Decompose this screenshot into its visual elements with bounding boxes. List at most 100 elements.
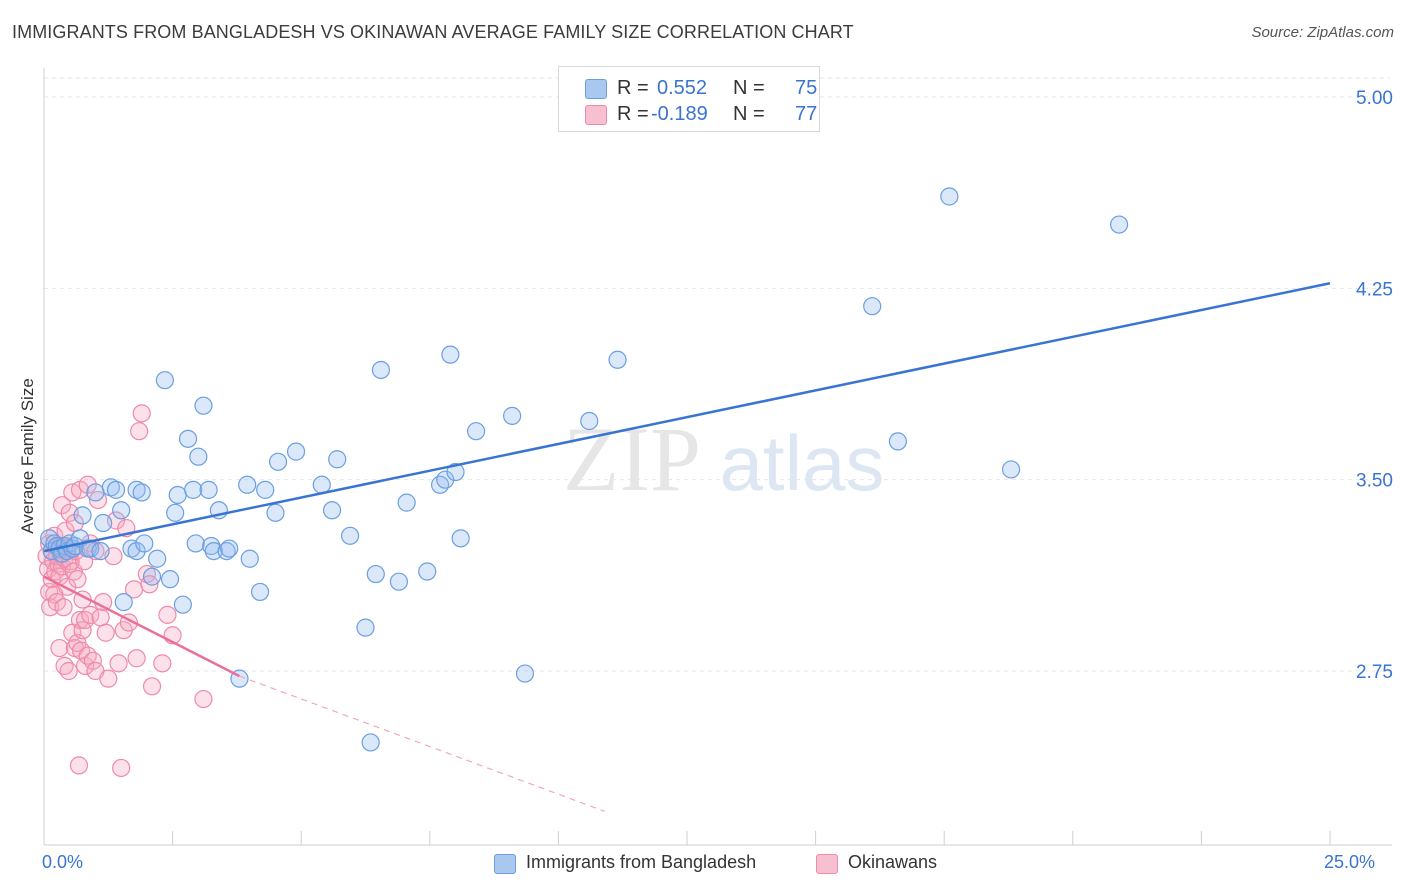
x-tick-min: 0.0% bbox=[42, 852, 84, 872]
watermark-atlas: atlas bbox=[720, 419, 885, 507]
y-tick-labels: 2.75 3.50 4.25 5.00 bbox=[1356, 88, 1393, 683]
okinawans-point bbox=[142, 677, 162, 696]
bangladesh-point bbox=[580, 411, 599, 431]
bangladesh-point bbox=[322, 501, 342, 520]
okinawans-point bbox=[76, 610, 95, 630]
watermark: ZIP atlas bbox=[563, 408, 884, 510]
r-label: R = bbox=[617, 103, 649, 125]
bangladesh-point bbox=[268, 452, 288, 471]
bangladesh-point bbox=[888, 432, 908, 451]
bangladesh-point bbox=[160, 570, 180, 589]
bangladesh-point bbox=[1001, 460, 1021, 479]
r-value: 0.552 bbox=[657, 77, 708, 99]
bangladesh-point bbox=[112, 501, 131, 520]
bangladesh-point bbox=[240, 549, 259, 568]
bangladesh-point bbox=[127, 541, 146, 561]
okinawans-point bbox=[153, 654, 172, 673]
bangladesh-point bbox=[217, 541, 236, 561]
bangladesh-point bbox=[178, 429, 198, 448]
okinawans-point bbox=[194, 689, 213, 709]
bangladesh-point bbox=[256, 480, 275, 499]
bangladesh-point bbox=[186, 534, 205, 553]
okinawans-point bbox=[112, 758, 131, 778]
bangladesh-point bbox=[142, 567, 162, 586]
bangladesh-point bbox=[168, 485, 187, 505]
bangladesh-point bbox=[148, 549, 167, 568]
legend-label: Immigrants from Bangladesh bbox=[526, 852, 757, 872]
okinawans-point bbox=[96, 623, 115, 642]
bangladesh-point bbox=[250, 582, 270, 602]
bangladesh-point bbox=[389, 572, 409, 591]
bangladesh-point bbox=[220, 539, 239, 558]
source-label: Source: ZipAtlas.com bbox=[1251, 24, 1394, 41]
bangladesh-point bbox=[135, 534, 154, 553]
legend-label: Okinawans bbox=[848, 852, 938, 872]
bangladesh-point bbox=[503, 406, 522, 425]
bangladesh-point bbox=[451, 529, 470, 548]
bangladesh-point bbox=[106, 480, 126, 499]
bangladesh-trend-line bbox=[43, 282, 1331, 553]
bangladesh-point bbox=[204, 541, 223, 561]
bangladesh-point bbox=[863, 297, 882, 316]
axes bbox=[43, 68, 1392, 846]
okinawans-point bbox=[78, 475, 97, 494]
r-value: -0.189 bbox=[651, 103, 708, 125]
correlation-legend: R = 0.552 N = 75 R = -0.189 N = 77 bbox=[558, 66, 820, 132]
bangladesh-point bbox=[127, 480, 146, 499]
bangladesh-point bbox=[371, 360, 391, 380]
bangladesh-points bbox=[40, 187, 1129, 752]
bangladesh-point bbox=[361, 733, 380, 752]
r-label: R = bbox=[617, 77, 649, 99]
bangladesh-point bbox=[91, 541, 110, 561]
bangladesh-point bbox=[73, 506, 92, 525]
okinawans-points bbox=[37, 404, 213, 778]
bangladesh-point bbox=[189, 447, 208, 466]
bangladesh-point bbox=[101, 478, 120, 497]
bangladesh-point bbox=[466, 422, 486, 441]
bangladesh-point bbox=[199, 480, 218, 499]
y-tick-label: 4.25 bbox=[1356, 279, 1393, 300]
okinawans-point bbox=[127, 649, 146, 668]
bangladesh-point bbox=[940, 187, 959, 206]
bangladesh-point bbox=[238, 475, 257, 494]
bangladesh-point bbox=[155, 371, 174, 390]
gridlines bbox=[44, 77, 1390, 672]
okinawans-point bbox=[68, 570, 87, 589]
y-tick-label: 5.00 bbox=[1356, 88, 1393, 109]
bangladesh-point bbox=[608, 350, 627, 369]
bangladesh-point bbox=[356, 618, 375, 637]
bangladesh-point bbox=[436, 470, 455, 489]
bangladesh-point bbox=[515, 664, 535, 683]
bangladesh-point bbox=[397, 493, 416, 512]
bangladesh-point bbox=[86, 483, 105, 502]
okinawans-trend-line bbox=[43, 575, 241, 678]
n-value: 75 bbox=[795, 77, 818, 99]
bangladesh-point bbox=[194, 396, 213, 415]
bangladesh-point bbox=[114, 593, 133, 612]
okinawans-trend-extension bbox=[239, 675, 605, 812]
legend-swatch-pink bbox=[816, 854, 838, 874]
y-tick-label: 2.75 bbox=[1356, 662, 1393, 683]
bangladesh-point bbox=[173, 595, 192, 614]
bangladesh-point bbox=[1109, 215, 1129, 234]
n-label: N = bbox=[733, 77, 765, 99]
bangladesh-point bbox=[266, 503, 285, 522]
okinawans-point bbox=[50, 638, 69, 658]
okinawans-point bbox=[78, 646, 97, 665]
okinawans-point bbox=[109, 654, 128, 673]
bangladesh-point bbox=[328, 450, 347, 469]
okinawans-point bbox=[99, 669, 118, 688]
okinawans-point bbox=[54, 598, 73, 617]
bangladesh-point bbox=[441, 345, 460, 364]
okinawans-point bbox=[52, 496, 72, 515]
series-legend: Immigrants from Bangladesh Okinawans bbox=[0, 852, 1406, 878]
y-axis-label: Average Family Size bbox=[18, 378, 37, 534]
bangladesh-point bbox=[166, 503, 185, 522]
legend-swatch-blue bbox=[494, 854, 516, 874]
bangladesh-point bbox=[132, 483, 151, 502]
legend-swatch-blue bbox=[585, 79, 607, 99]
bangladesh-point bbox=[430, 475, 450, 494]
bangladesh-point bbox=[340, 526, 360, 545]
bangladesh-point bbox=[286, 442, 306, 461]
